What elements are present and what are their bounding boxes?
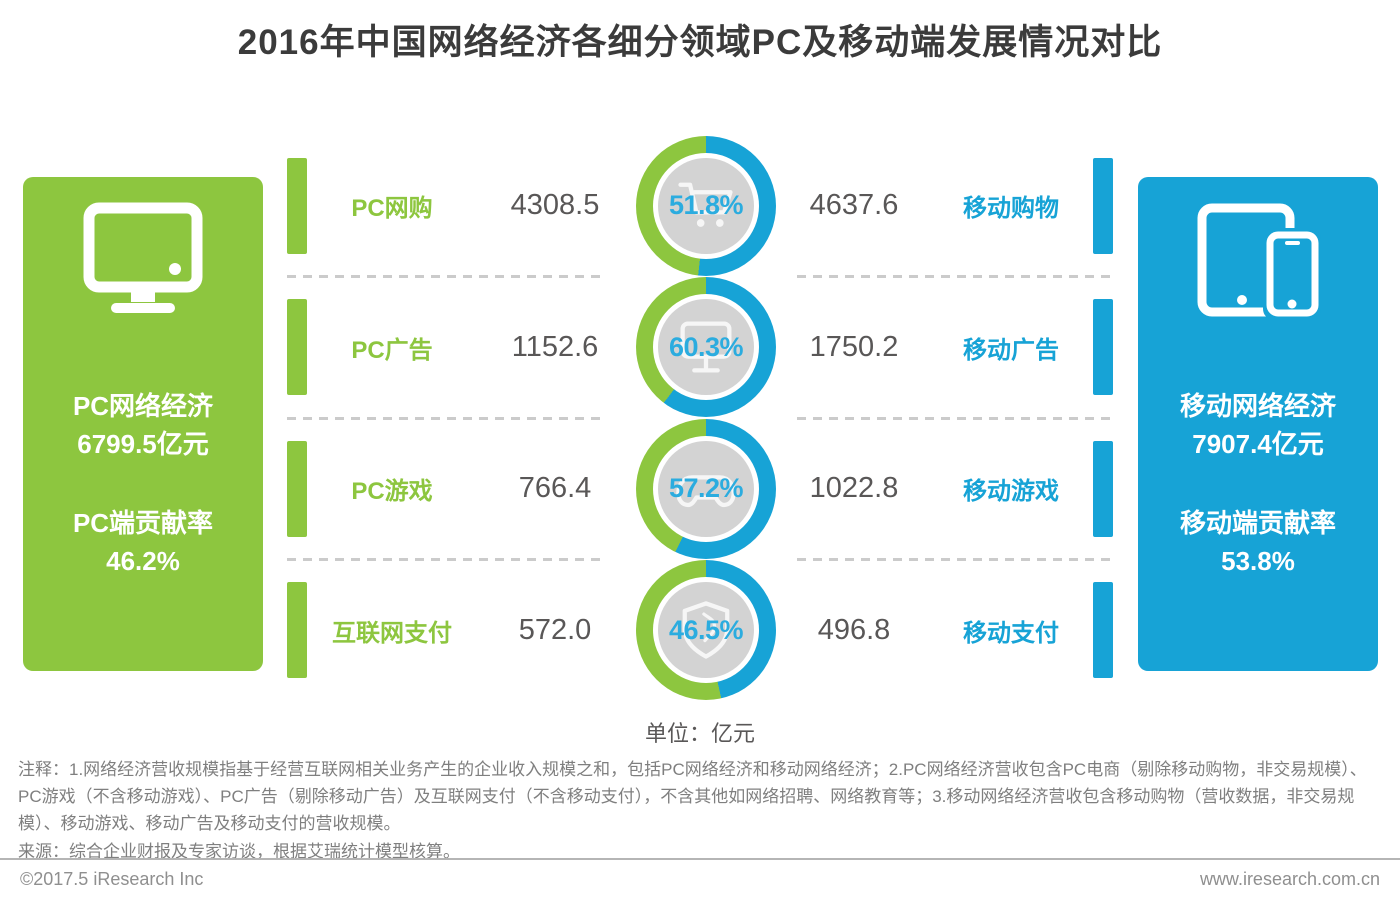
pc-accent-bar [287,440,307,537]
pc-contribution: PC端贡献率 46.2% [23,504,263,580]
pc-contribution-label: PC端贡献率 [72,508,214,538]
segment-row-1: PC网购 4308.5 51.8% 4637.6 移动购物 [287,135,1113,276]
mobile-segment-value: 4637.6 [809,189,899,221]
share-donut: 60.3% [636,277,776,417]
page-title: 2016年中国网络经济各细分领域PC及移动端发展情况对比 [237,23,1163,62]
source-text: 来源：综合企业财报及专家访谈，根据艾瑞统计模型核算。 [18,842,460,861]
mobile-contribution: 移动端贡献率 53.8% [1138,504,1378,580]
pc-accent-bar [287,157,307,254]
donut-core: 60.3% [658,299,754,395]
pc-segment-label: PC网购 [351,195,433,222]
pc-total-name: PC网络经济 [72,391,214,421]
donut-hole: 57.2% [653,435,759,542]
share-donut: 57.2% [636,418,776,559]
segment-row-3: PC游戏 766.4 57.2% 1022.8 移动游戏 [287,418,1113,559]
separator-right-segment [797,275,1113,278]
desktop-monitor-icon [23,202,263,314]
mobile-total-value: 7907.4亿元 [1192,429,1324,459]
mobile-contribution-value: 53.8% [1221,546,1295,576]
donut-hole: 60.3% [653,294,759,400]
mobile-segment-label: 移动购物 [963,195,1059,222]
copyright-text: ©2017.5 iResearch Inc [20,869,204,889]
separator-left-segment [287,558,607,561]
mobile-accent-bar [1093,157,1113,254]
mobile-segment-value: 1022.8 [809,472,899,504]
separator-right-segment [797,416,1113,420]
pc-segment-value: 4308.5 [510,189,600,221]
footnotes: 注释：1.网络经济营收规模指基于经营互联网相关业务产生的企业收入规模之和，包括P… [18,756,1388,865]
donut-core: 57.2% [658,440,754,537]
notes-text: 注释：1.网络经济营收规模指基于经营互联网相关业务产生的企业收入规模之和，包括P… [18,760,1367,833]
mobile-segment-value: 1750.2 [809,330,899,363]
dashed-separator [287,558,1113,561]
unit-label: 单位：亿元 [644,721,755,746]
donut-core: 51.8% [658,157,754,254]
donut-hole: 51.8% [653,152,759,259]
mobile-accent-bar [1093,440,1113,537]
pc-segment-value: 1152.6 [511,330,599,363]
mobile-accent-bar [1093,299,1113,395]
mobile-share-percent: 46.5% [668,614,744,645]
mobile-segment-value: 496.8 [817,613,891,646]
pc-total-value: 6799.5亿元 [77,429,209,459]
separator-left-segment [287,416,607,420]
separator-left-segment [287,275,607,278]
pc-segment-label: PC广告 [351,336,433,364]
pc-segment-value: 572.0 [518,613,592,646]
share-donut: 51.8% [636,135,776,276]
pc-total: PC网络经济 6799.5亿元 [23,387,263,463]
gamepad-icon [658,441,754,537]
mobile-segment-label: 移动游戏 [963,478,1059,505]
dashed-separator [287,416,1113,420]
pc-segment-label: PC游戏 [351,478,433,505]
mobile-segment-label: 移动支付 [963,619,1059,647]
segment-row-2: PC广告 1152.6 60.3% 1750.2 移动广告 [287,277,1113,418]
pc-summary-box: PC网络经济 6799.5亿元 PC端贡献率 46.2% [23,177,263,671]
mobile-accent-bar [1093,582,1113,678]
mobile-share-percent: 51.8% [668,190,744,220]
shield-icon [658,582,754,678]
separator-right-segment [797,558,1113,561]
donut-core: 46.5% [658,582,754,678]
website-link[interactable]: www.iresearch.com.cn [1199,869,1380,889]
dashed-separator [287,275,1113,278]
pc-segment-value: 766.4 [518,472,592,504]
share-donut: 46.5% [636,560,776,700]
mobile-segment-label: 移动广告 [963,336,1059,364]
ad-sign-icon [658,299,754,395]
tablet-phone-icon [1138,202,1378,318]
mobile-total-name: 移动网络经济 [1179,391,1336,421]
mobile-summary-box: 移动网络经济 7907.4亿元 移动端贡献率 53.8% [1138,177,1378,671]
pc-segment-label: 互联网支付 [332,619,452,647]
donut-hole: 46.5% [653,577,759,683]
segment-row-4: 互联网支付 572.0 46.5% 496.8 移动支付 [287,560,1113,701]
pc-contribution-value: 46.2% [106,546,180,576]
cart-icon [658,158,754,254]
mobile-total: 移动网络经济 7907.4亿元 [1138,387,1378,463]
footer-bar: ©2017.5 iResearch Inc www.iresearch.com.… [0,858,1400,899]
pc-accent-bar [287,299,307,395]
mobile-contribution-label: 移动端贡献率 [1179,508,1336,538]
mobile-share-percent: 57.2% [668,473,744,503]
comparison-rows: PC网购 4308.5 51.8% 4637.6 移动购物 PC广告 1152.6 60.3%… [287,135,1113,701]
pc-accent-bar [287,582,307,678]
mobile-share-percent: 60.3% [668,331,744,362]
